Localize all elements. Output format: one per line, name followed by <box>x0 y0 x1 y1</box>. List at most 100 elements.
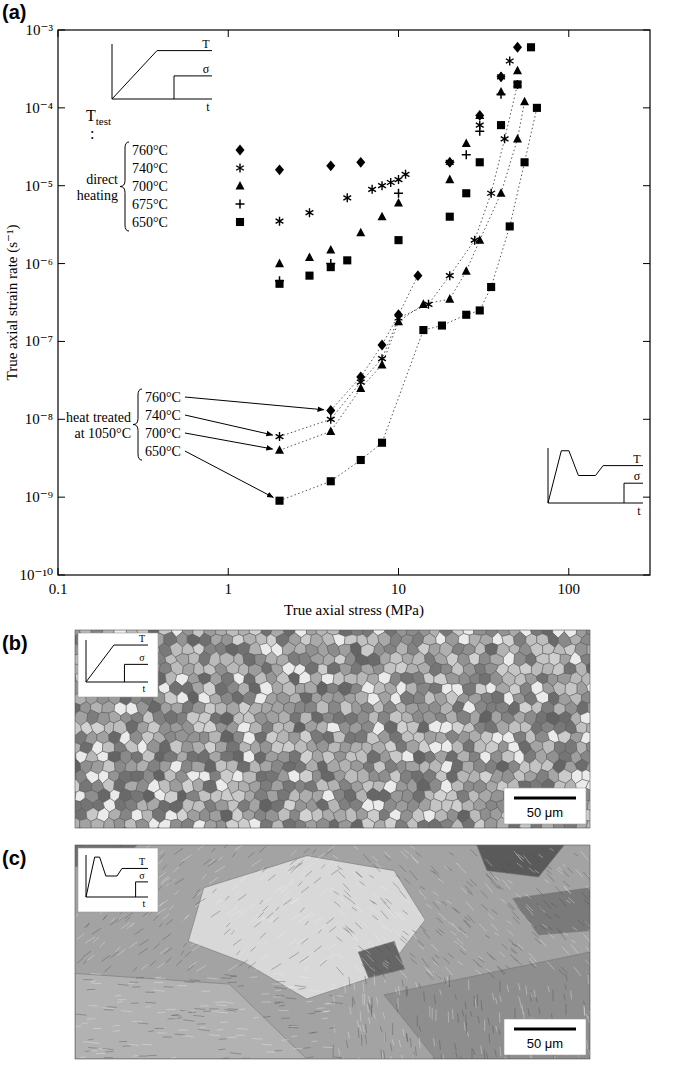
lath <box>456 1051 458 1058</box>
grain <box>85 750 98 762</box>
lath <box>373 865 380 872</box>
grain <box>200 808 210 822</box>
legend-group-label: direct <box>86 172 118 187</box>
lath <box>485 859 492 866</box>
lath <box>516 944 523 950</box>
lath <box>466 881 472 887</box>
data-point <box>387 178 395 187</box>
lath <box>472 1048 473 1059</box>
y-tick <box>58 107 65 108</box>
lath <box>410 871 417 880</box>
lath <box>383 975 385 980</box>
lath <box>183 1036 194 1037</box>
lath <box>261 954 268 960</box>
lath <box>117 949 125 955</box>
lath <box>173 867 179 873</box>
lath <box>77 934 84 940</box>
lath <box>564 887 571 894</box>
lath <box>536 997 538 1003</box>
lath <box>87 989 95 990</box>
lath <box>505 966 510 969</box>
lath <box>258 912 264 917</box>
panel-letter: (b) <box>2 632 28 654</box>
lath <box>385 1031 386 1042</box>
lath <box>333 855 338 858</box>
grain <box>137 799 148 811</box>
lath <box>565 984 567 989</box>
y-tick <box>643 575 650 576</box>
lath <box>172 1014 178 1016</box>
lath <box>426 969 433 976</box>
lath <box>149 1030 154 1032</box>
lath <box>83 979 92 980</box>
data-point <box>395 175 403 184</box>
data-area <box>275 42 541 505</box>
lath <box>155 1028 164 1029</box>
lath <box>304 912 312 918</box>
grain <box>305 701 317 713</box>
lath <box>356 905 363 914</box>
lath <box>119 1041 127 1042</box>
lath <box>566 974 568 980</box>
lath <box>374 966 380 972</box>
lath <box>224 845 228 848</box>
lath <box>132 986 140 987</box>
lath <box>434 972 441 979</box>
lath <box>563 864 568 867</box>
inset-temperature-line <box>86 645 148 682</box>
data-point <box>394 198 403 207</box>
inset-axes <box>548 448 643 503</box>
lath <box>362 956 369 964</box>
lath <box>435 955 440 958</box>
lath <box>153 915 159 920</box>
lath <box>393 882 400 889</box>
lath <box>296 945 300 949</box>
lath <box>343 1057 344 1059</box>
data-point <box>394 317 403 326</box>
lath <box>159 872 166 878</box>
lath <box>268 875 275 881</box>
lath <box>289 952 299 958</box>
data-point <box>506 56 514 65</box>
lath <box>198 1029 210 1031</box>
lath <box>135 928 144 934</box>
grain <box>462 818 475 829</box>
lath <box>492 1025 493 1033</box>
lath <box>177 1017 182 1019</box>
lath <box>221 977 231 979</box>
lath <box>460 1056 461 1059</box>
y-tick <box>58 419 65 420</box>
data-point <box>445 294 454 303</box>
lath <box>309 990 319 992</box>
lath <box>105 966 112 972</box>
data-point <box>343 193 351 202</box>
lath <box>321 864 325 868</box>
lath <box>190 980 201 981</box>
lath <box>468 891 473 895</box>
grain <box>423 673 434 685</box>
lath <box>323 1047 333 1049</box>
lath <box>404 897 410 903</box>
lath <box>488 1018 489 1025</box>
legend-arrow <box>185 415 273 435</box>
lath <box>176 960 182 966</box>
lath <box>451 931 457 935</box>
y-tick <box>58 575 65 576</box>
x-tick-label: 10 <box>391 581 406 597</box>
data-point <box>497 71 506 82</box>
figure: (a)0.111010010⁻¹⁰10⁻⁹10⁻⁸10⁻⁷10⁻⁶10⁻⁵10⁻… <box>0 0 678 1066</box>
lath <box>507 930 513 935</box>
lath <box>576 869 583 877</box>
data-point <box>446 158 454 167</box>
lath <box>564 886 571 894</box>
lath <box>185 951 191 957</box>
lath <box>183 1020 194 1021</box>
lath <box>132 1021 142 1022</box>
data-point <box>497 72 505 81</box>
grain <box>282 740 295 752</box>
data-point <box>275 164 284 175</box>
lath <box>445 967 452 975</box>
lath <box>171 1057 177 1059</box>
lath <box>167 879 175 885</box>
data-point <box>378 212 387 221</box>
